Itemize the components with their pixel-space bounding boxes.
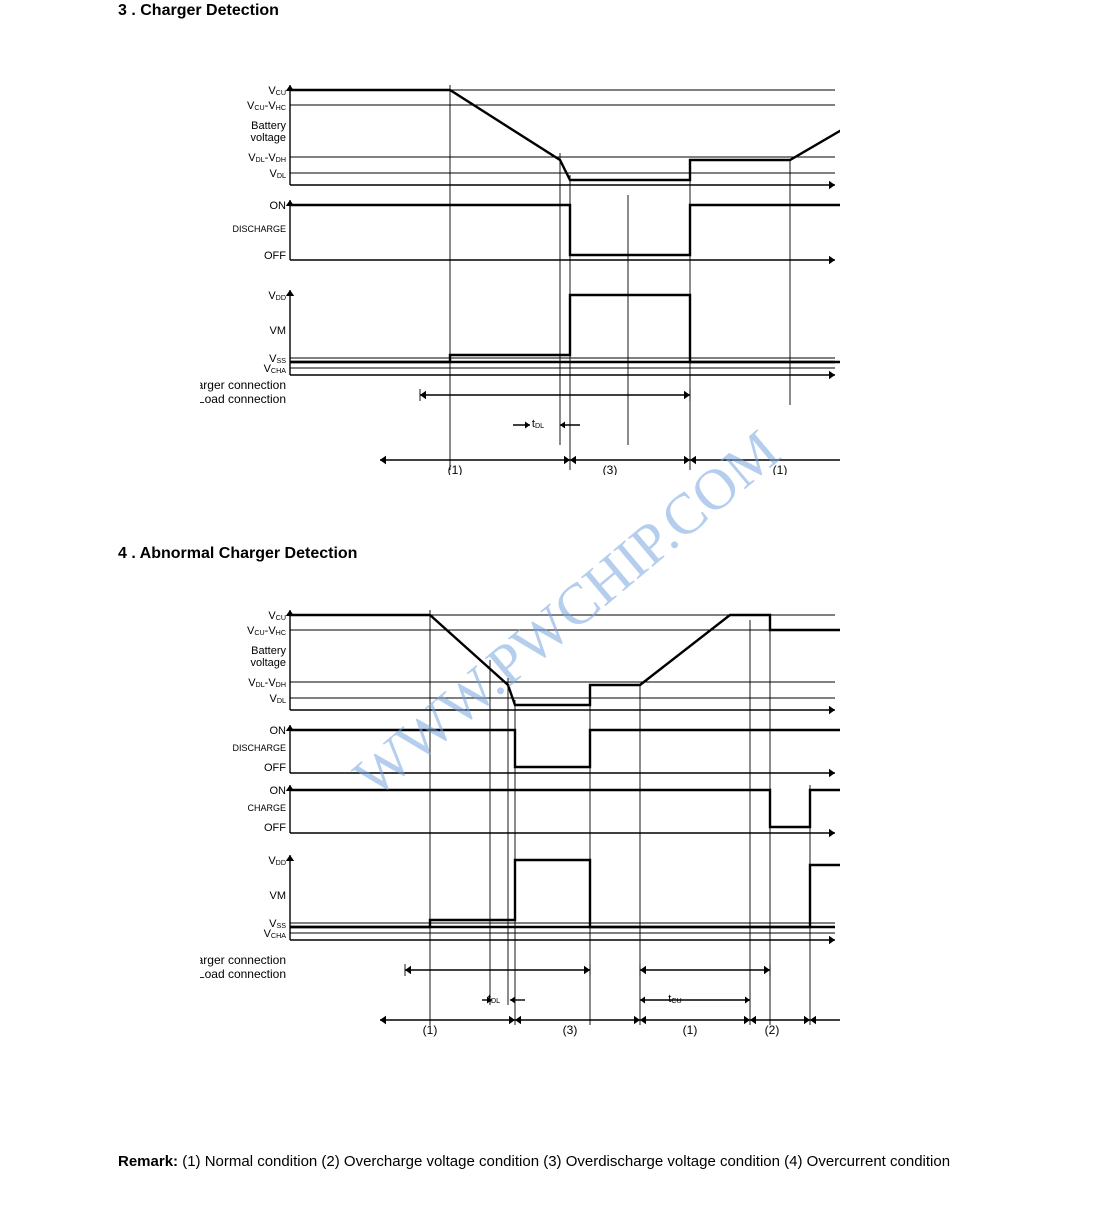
svg-text:VDD: VDD xyxy=(268,290,286,302)
svg-text:(1): (1) xyxy=(773,463,788,475)
svg-text:VCU-VHC: VCU-VHC xyxy=(247,625,286,637)
page: 3 . Charger Detection VCUVCU-VHCBatteryv… xyxy=(0,0,1102,1217)
svg-text:Battery: Battery xyxy=(251,120,286,132)
svg-text:VDD: VDD xyxy=(268,855,286,867)
svg-text:VDL: VDL xyxy=(270,168,287,180)
svg-text:ON: ON xyxy=(270,200,287,212)
svg-text:VM: VM xyxy=(270,325,287,337)
svg-text:Charger connection: Charger connection xyxy=(200,953,286,967)
svg-text:Load connection: Load connection xyxy=(200,392,286,406)
svg-text:ON: ON xyxy=(270,725,287,737)
svg-text:VDL-VDH: VDL-VDH xyxy=(248,152,286,164)
remark-body: (1) Normal condition (2) Overcharge volt… xyxy=(178,1153,950,1170)
svg-text:voltage: voltage xyxy=(251,132,286,144)
svg-text:ON: ON xyxy=(270,785,287,797)
svg-text:(1): (1) xyxy=(423,1023,438,1037)
svg-text:OFF: OFF xyxy=(264,822,286,834)
svg-text:DISCHARGE: DISCHARGE xyxy=(232,743,286,753)
diagram-abnormal-charger-detection: VCU VCU-VHC Batteryvoltage VDL-VDH VDL ON DISC… xyxy=(200,600,840,1050)
svg-text:VSS: VSS xyxy=(269,353,286,365)
svg-text:VM: VM xyxy=(270,890,287,902)
diagram-charger-detection: VCU VCU-VHC Batteryvoltage VDL-VDH VDL ON DISC… xyxy=(200,75,840,475)
svg-text:VSS: VSS xyxy=(269,918,286,930)
svg-text:(1): (1) xyxy=(448,463,463,475)
svg-text:CHARGE: CHARGE xyxy=(247,803,286,813)
remark-label: Remark: xyxy=(118,1153,178,1170)
svg-text:(3): (3) xyxy=(563,1023,578,1037)
svg-text:(2): (2) xyxy=(765,1023,780,1037)
svg-text:voltage: voltage xyxy=(251,657,286,669)
svg-text:DISCHARGE: DISCHARGE xyxy=(232,224,286,234)
heading-section-3: 3 . Charger Detection xyxy=(118,2,279,20)
svg-text:VCU: VCU xyxy=(268,610,286,622)
svg-text:VCU: VCU xyxy=(268,85,286,97)
remark-paragraph: Remark: (1) Normal condition (2) Overcha… xyxy=(118,1150,978,1174)
svg-text:(3): (3) xyxy=(603,463,618,475)
svg-text:OFF: OFF xyxy=(264,250,286,262)
svg-text:OFF: OFF xyxy=(264,762,286,774)
svg-text:tCU: tCU xyxy=(668,993,681,1005)
svg-text:Load connection: Load connection xyxy=(200,967,286,981)
svg-text:VCU-VHC: VCU-VHC xyxy=(247,100,286,112)
svg-text:(1): (1) xyxy=(683,1023,698,1037)
svg-text:VDL: VDL xyxy=(270,693,287,705)
svg-text:Battery: Battery xyxy=(251,645,286,657)
svg-text:tDL: tDL xyxy=(532,418,544,430)
heading-section-4: 4 . Abnormal Charger Detection xyxy=(118,545,357,563)
svg-text:VDL-VDH: VDL-VDH xyxy=(248,677,286,689)
svg-text:Charger connection: Charger connection xyxy=(200,378,286,392)
